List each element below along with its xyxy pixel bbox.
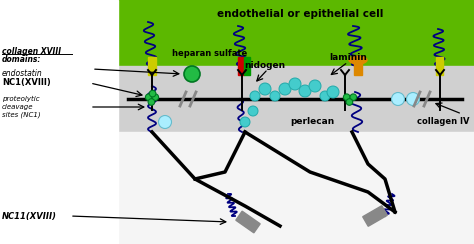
Text: NC1(XVIII): NC1(XVIII)	[2, 79, 51, 88]
Circle shape	[289, 78, 301, 90]
Ellipse shape	[349, 56, 367, 64]
Bar	[436, 57, 443, 75]
Circle shape	[346, 99, 353, 105]
Circle shape	[240, 117, 250, 127]
Circle shape	[343, 94, 350, 101]
Circle shape	[350, 94, 356, 101]
Circle shape	[392, 92, 404, 105]
Circle shape	[327, 86, 339, 98]
Polygon shape	[236, 211, 260, 233]
Circle shape	[407, 92, 419, 105]
Bar	[118, 66, 474, 132]
Circle shape	[146, 94, 152, 101]
Text: nidogen: nidogen	[245, 61, 285, 71]
Circle shape	[184, 66, 200, 82]
Circle shape	[152, 94, 159, 101]
Text: NC11(XVIII): NC11(XVIII)	[2, 212, 57, 221]
Bar	[244, 57, 250, 75]
Bar	[118, 0, 474, 66]
Text: collagen IV: collagen IV	[418, 118, 470, 126]
Circle shape	[158, 115, 172, 129]
Bar	[354, 63, 362, 75]
Circle shape	[149, 90, 156, 97]
Circle shape	[250, 91, 260, 101]
Polygon shape	[363, 206, 387, 226]
Circle shape	[148, 99, 155, 105]
Bar	[148, 57, 156, 75]
Text: endothelial or epithelial cell: endothelial or epithelial cell	[217, 9, 383, 19]
Circle shape	[320, 91, 330, 101]
Text: perlecan: perlecan	[290, 118, 334, 126]
Bar	[238, 57, 244, 75]
Text: endostatin: endostatin	[2, 70, 43, 79]
Text: heparan sulfate: heparan sulfate	[173, 50, 247, 59]
Circle shape	[279, 83, 291, 95]
Text: laminin: laminin	[329, 53, 367, 62]
Text: proteolytic
cleavage
sites (NC1): proteolytic cleavage sites (NC1)	[2, 96, 41, 118]
Circle shape	[299, 85, 311, 97]
Circle shape	[270, 91, 280, 101]
Circle shape	[309, 80, 321, 92]
Bar	[0, 0, 118, 244]
Bar	[118, 132, 474, 244]
Text: collagen XVIII: collagen XVIII	[2, 47, 61, 55]
Circle shape	[259, 83, 271, 95]
Circle shape	[248, 106, 258, 116]
Text: domains:: domains:	[2, 55, 41, 64]
